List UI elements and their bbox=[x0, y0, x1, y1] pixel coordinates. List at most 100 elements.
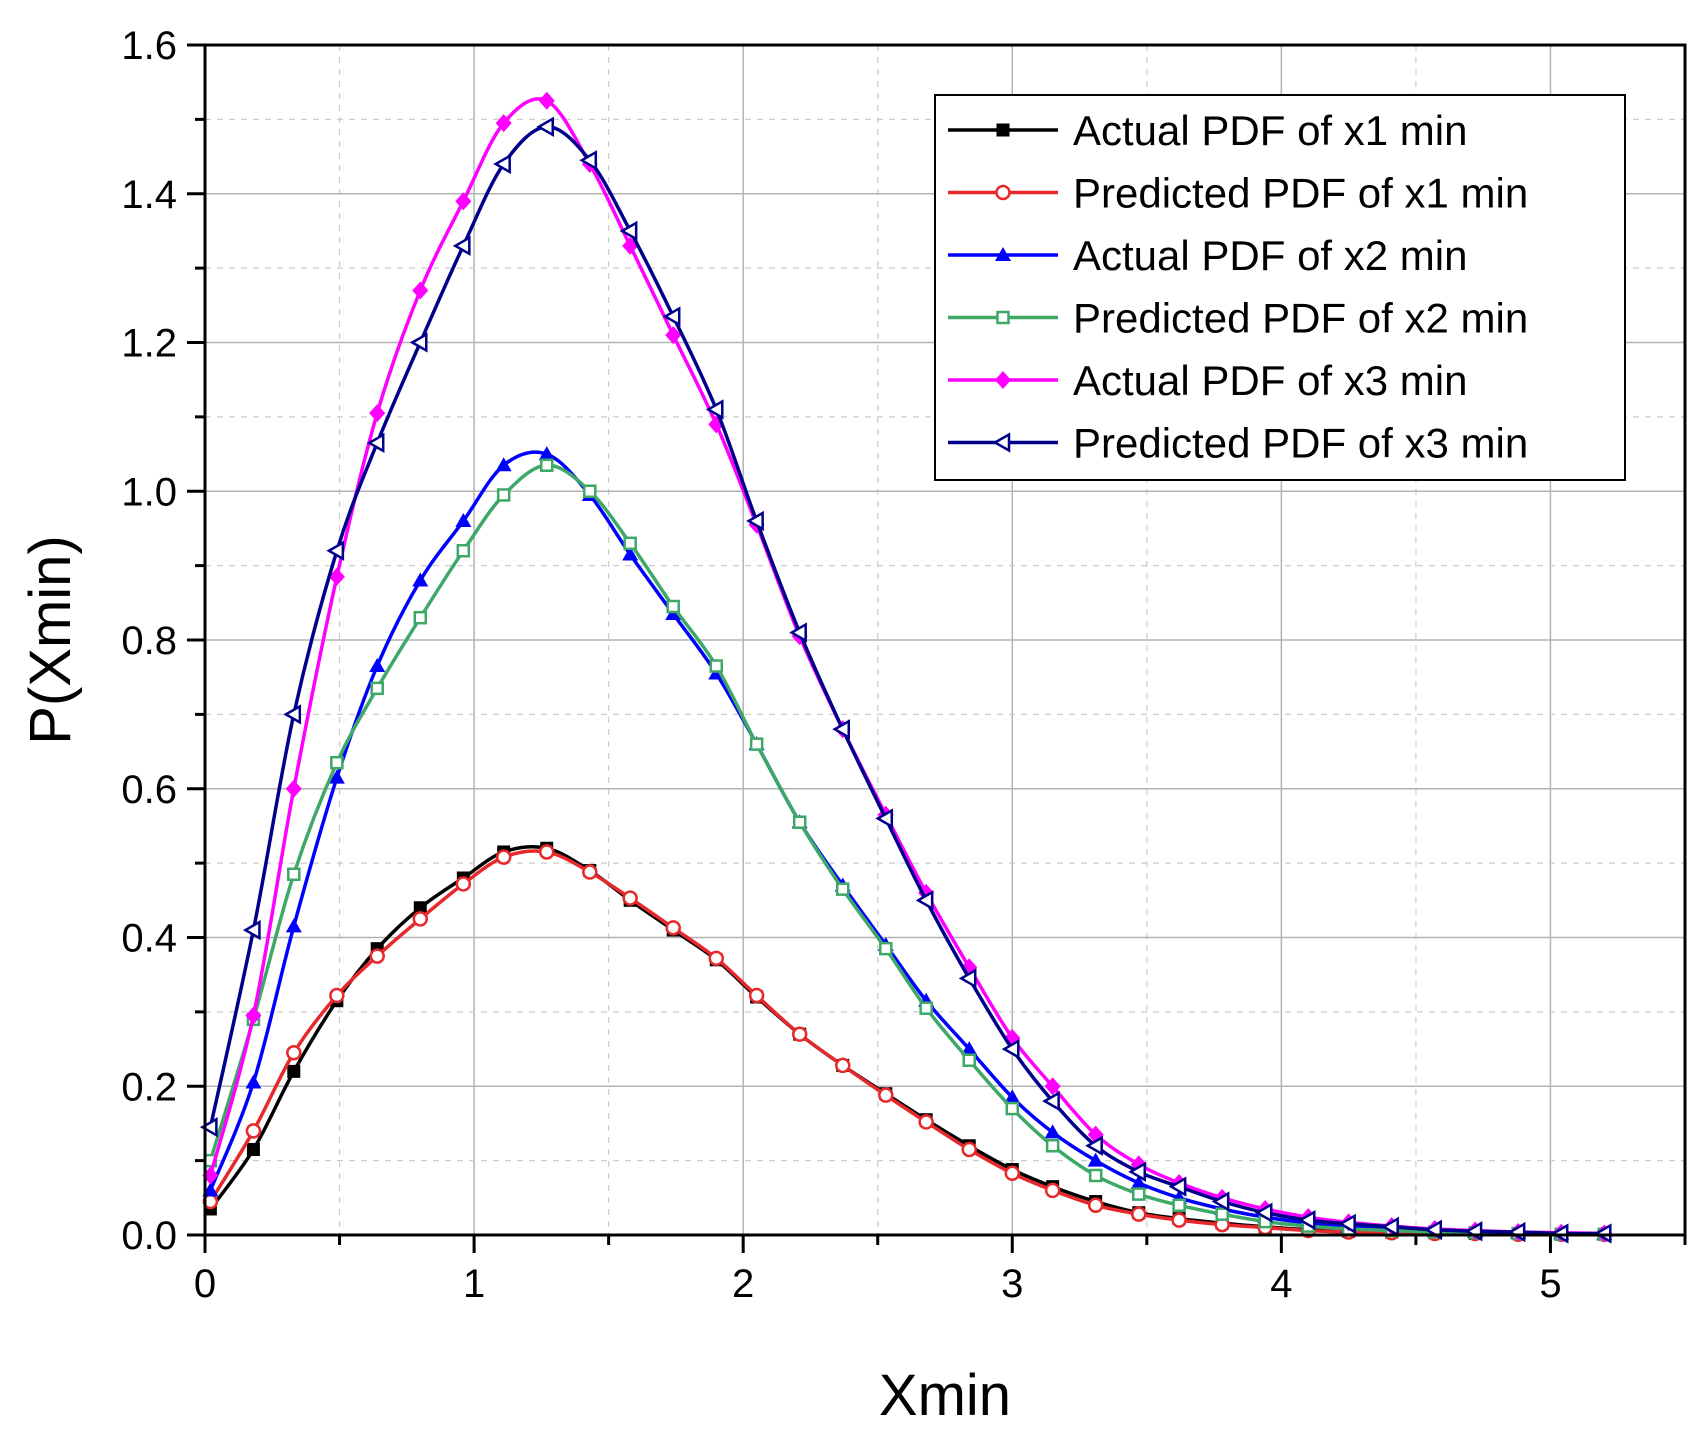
data-point bbox=[708, 950, 725, 967]
x-tick-label: 3 bbox=[1001, 1262, 1023, 1306]
data-point bbox=[245, 1074, 262, 1089]
data-point bbox=[329, 987, 345, 1004]
data-point bbox=[412, 572, 429, 587]
data-point bbox=[961, 1041, 978, 1056]
data-point bbox=[1045, 1139, 1060, 1153]
data-point bbox=[1168, 1176, 1187, 1197]
data-point bbox=[412, 281, 429, 300]
data-point bbox=[875, 808, 894, 829]
data-point bbox=[370, 681, 384, 696]
data-point bbox=[328, 567, 345, 586]
data-point bbox=[623, 536, 637, 551]
data-point bbox=[330, 755, 344, 770]
data-point bbox=[246, 1142, 260, 1156]
legend-label: Predicted PDF of x1 min bbox=[1073, 170, 1528, 217]
data-point bbox=[245, 1123, 262, 1139]
data-point bbox=[1338, 1213, 1356, 1234]
data-point bbox=[962, 1053, 976, 1067]
data-point bbox=[1044, 1077, 1061, 1096]
data-point bbox=[832, 719, 850, 740]
data-point bbox=[493, 153, 511, 175]
data-point bbox=[326, 540, 345, 561]
data-point bbox=[582, 864, 598, 880]
data-point bbox=[705, 399, 724, 420]
x-tick-label: 1 bbox=[463, 1262, 485, 1306]
data-point bbox=[665, 326, 682, 345]
data-point bbox=[622, 546, 639, 561]
data-point bbox=[538, 91, 555, 110]
legend-entry: Predicted PDF of x2 min bbox=[948, 295, 1528, 342]
data-point bbox=[1254, 1202, 1273, 1223]
legend-marker bbox=[996, 123, 1010, 137]
legend-box bbox=[934, 94, 1626, 481]
data-point bbox=[369, 404, 386, 423]
data-point bbox=[662, 306, 681, 327]
data-point bbox=[496, 488, 511, 502]
data-point bbox=[619, 220, 638, 242]
data-point bbox=[622, 890, 638, 906]
data-point bbox=[1297, 1209, 1316, 1231]
data-point bbox=[1131, 1187, 1146, 1201]
data-point bbox=[285, 779, 302, 798]
data-point bbox=[1044, 1124, 1061, 1139]
data-point bbox=[1085, 1135, 1103, 1156]
legend-entry: Actual PDF of x3 min bbox=[948, 357, 1467, 404]
legend-label: Predicted PDF of x3 min bbox=[1073, 420, 1528, 467]
data-point bbox=[961, 1141, 977, 1158]
legend-entries: Actual PDF of x1 min Predicted PDF of x1 … bbox=[948, 107, 1528, 467]
data-point bbox=[495, 849, 512, 865]
y-tick-label: 0.2 bbox=[121, 1065, 177, 1109]
data-point bbox=[1128, 1161, 1146, 1182]
data-point bbox=[878, 1087, 894, 1103]
data-point bbox=[538, 446, 555, 461]
data-point bbox=[455, 192, 472, 211]
y-tick-label: 1.6 bbox=[121, 24, 177, 68]
legend-marker bbox=[995, 247, 1011, 261]
data-point bbox=[789, 622, 807, 643]
legend-entry: Actual PDF of x1 min bbox=[948, 107, 1467, 154]
data-point bbox=[749, 737, 764, 751]
x-axis-title: Xmin bbox=[879, 1363, 1011, 1428]
legend-label: Actual PDF of x2 min bbox=[1073, 232, 1467, 279]
data-point bbox=[495, 457, 512, 472]
series-layer bbox=[199, 91, 1613, 1244]
data-point bbox=[285, 918, 302, 933]
data-point bbox=[287, 867, 301, 882]
legend-marker bbox=[996, 310, 1010, 325]
data-point bbox=[413, 901, 427, 915]
legend-marker bbox=[995, 371, 1011, 389]
data-point bbox=[536, 116, 554, 137]
data-point bbox=[1087, 1152, 1104, 1167]
data-point bbox=[1130, 1206, 1147, 1222]
y-tick-label: 0.6 bbox=[121, 768, 177, 812]
data-point bbox=[665, 920, 681, 936]
data-point bbox=[495, 114, 512, 133]
legend-entry: Predicted PDF of x1 min bbox=[948, 170, 1528, 217]
data-point bbox=[746, 510, 764, 532]
x-tick-label: 4 bbox=[1270, 1262, 1292, 1306]
data-point bbox=[1215, 1207, 1229, 1221]
tick-labels: 0 1 2 3 4 5 0.0 0.2 0.4 0.6 0.8 1.0 1.2 1.4 1.6 bbox=[121, 24, 1561, 1306]
data-point bbox=[283, 704, 302, 725]
y-tick-label: 1.2 bbox=[121, 322, 177, 366]
data-point bbox=[455, 876, 472, 892]
data-point bbox=[242, 919, 261, 941]
data-point bbox=[1381, 1216, 1399, 1237]
data-point bbox=[413, 610, 428, 625]
legend-label: Actual PDF of x1 min bbox=[1073, 107, 1467, 154]
data-point bbox=[1172, 1198, 1186, 1212]
data-point bbox=[1001, 1038, 1020, 1060]
data-point bbox=[1088, 1168, 1103, 1183]
y-tick-label: 1.0 bbox=[121, 470, 177, 514]
data-point bbox=[791, 1026, 808, 1042]
data-point bbox=[328, 769, 345, 784]
y-tick-label: 0.8 bbox=[121, 619, 177, 663]
data-point bbox=[366, 432, 385, 454]
data-point bbox=[1171, 1212, 1187, 1228]
series-2 bbox=[202, 844, 1613, 1243]
data-point bbox=[1004, 1165, 1021, 1182]
data-point bbox=[286, 1045, 302, 1061]
data-point bbox=[1044, 1182, 1061, 1199]
data-point bbox=[835, 882, 850, 896]
